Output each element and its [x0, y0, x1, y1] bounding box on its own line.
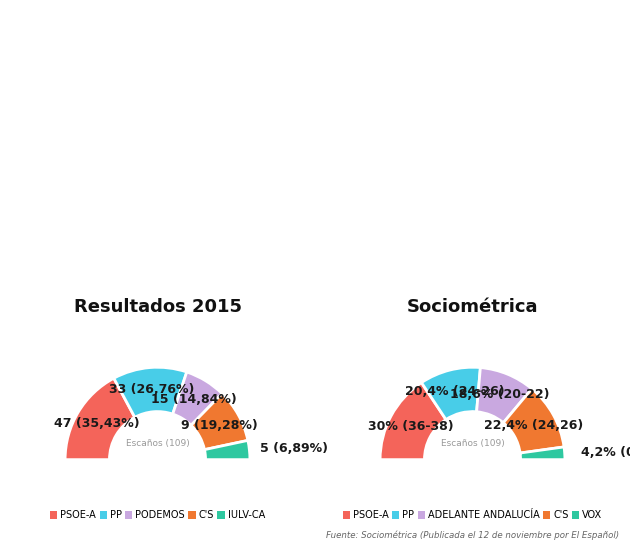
Text: Fuente: Sociométrica (Publicada el 12 de noviembre por El Español): Fuente: Sociométrica (Publicada el 12 de…: [326, 530, 619, 540]
Wedge shape: [205, 441, 250, 460]
Wedge shape: [380, 382, 446, 460]
Text: 4,2% (0-2): 4,2% (0-2): [581, 446, 630, 459]
Text: 15 (14,84%): 15 (14,84%): [151, 393, 237, 406]
Text: 33 (26,76%): 33 (26,76%): [109, 383, 194, 396]
Wedge shape: [477, 368, 532, 423]
Text: 5 (6,89%): 5 (6,89%): [260, 442, 328, 455]
Text: Escaños (109): Escaños (109): [125, 438, 190, 448]
Wedge shape: [421, 367, 481, 419]
Wedge shape: [191, 393, 248, 450]
Wedge shape: [114, 367, 186, 417]
Text: Sociométrica: Sociométrica: [407, 298, 538, 317]
Text: 9 (19,28%): 9 (19,28%): [181, 419, 258, 432]
Text: Resultados 2015: Resultados 2015: [74, 298, 241, 317]
Wedge shape: [503, 389, 564, 453]
Text: 47 (35,43%): 47 (35,43%): [54, 417, 140, 430]
Legend: PSOE-A, PP, ADELANTE ANDALUCÍA, C'S, VOX: PSOE-A, PP, ADELANTE ANDALUCÍA, C'S, VOX: [343, 510, 602, 521]
Text: 22,4% (24,26): 22,4% (24,26): [484, 419, 583, 432]
Text: Escaños (109): Escaños (109): [440, 438, 505, 448]
Wedge shape: [65, 378, 135, 460]
Text: 20,4% (24-26): 20,4% (24-26): [405, 385, 505, 398]
Legend: PSOE-A, PP, PODEMOS, C'S, IULV-CA: PSOE-A, PP, PODEMOS, C'S, IULV-CA: [50, 510, 265, 521]
Text: 30% (36-38): 30% (36-38): [368, 420, 454, 433]
Text: 18,6% (20-22): 18,6% (20-22): [450, 388, 549, 401]
Wedge shape: [520, 447, 565, 460]
Wedge shape: [173, 372, 222, 425]
